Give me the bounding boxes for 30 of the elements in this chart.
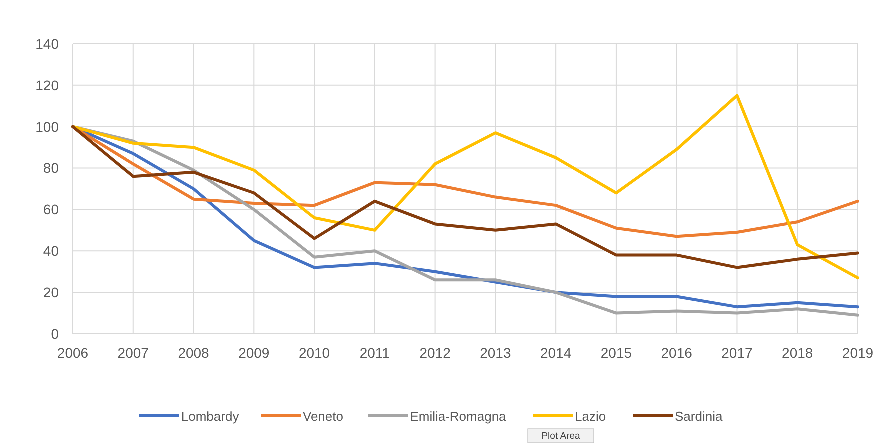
x-tick-label: 2006 [57,345,89,361]
y-tick-label: 80 [43,160,60,176]
legend-label: Sardinia [675,409,724,424]
line-series [72,94,860,280]
x-tick-label: 2018 [782,345,814,361]
x-tick-label: 2010 [298,345,330,361]
legend-label: Emilia-Romagna [410,409,508,424]
x-tick-label: 2009 [238,345,270,361]
legend-label: Veneto [303,409,344,424]
x-tick-label: 2014 [540,345,572,361]
y-tick-label: 140 [36,36,60,52]
y-tick-label: 40 [43,243,60,260]
y-tick-label: 60 [43,202,60,218]
legend-label: Lombardy [181,409,240,424]
y-tick-label: 0 [51,326,60,342]
x-tick-label: 2019 [842,345,874,361]
y-tick-label: 120 [36,77,60,94]
y-tick-label: 20 [43,284,60,300]
legend-label: Lazio [575,409,606,424]
y-tick-label: 100 [36,118,60,135]
x-tick-label: 2015 [600,345,632,361]
line-series [72,125,860,270]
x-tick-label: 2017 [722,345,754,361]
x-tick-label: 2012 [420,345,452,361]
x-tick-label: 2011 [360,345,390,361]
x-tick-label: 2007 [118,345,150,361]
text: Plot Area [542,431,581,442]
x-tick-label: 2008 [178,345,210,361]
x-tick-label: 2016 [661,345,693,361]
x-tick-label: 2013 [480,345,512,361]
